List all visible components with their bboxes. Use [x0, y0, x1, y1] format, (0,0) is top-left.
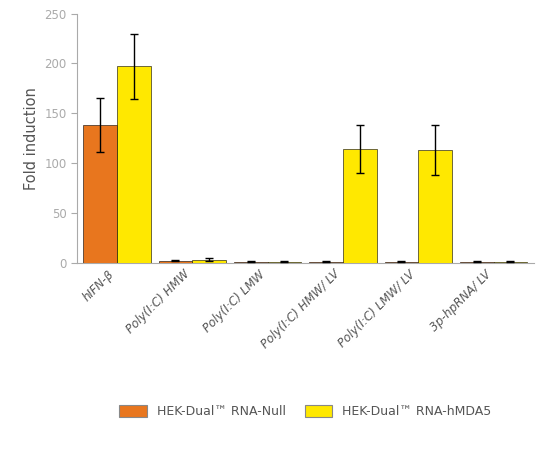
Bar — [343, 149, 377, 263]
Bar — [309, 262, 343, 263]
Bar — [268, 262, 301, 263]
Bar — [384, 262, 418, 263]
Bar — [158, 261, 192, 263]
Legend: HEK-Dual™ RNA-Null, HEK-Dual™ RNA-hMDA5: HEK-Dual™ RNA-Null, HEK-Dual™ RNA-hMDA5 — [113, 399, 498, 424]
Y-axis label: Fold induction: Fold induction — [24, 87, 39, 190]
Bar — [493, 262, 527, 263]
Bar — [460, 262, 493, 263]
Bar — [83, 125, 117, 263]
Bar — [418, 150, 452, 263]
Bar — [234, 262, 268, 263]
Bar — [192, 260, 226, 263]
Bar — [117, 67, 151, 263]
